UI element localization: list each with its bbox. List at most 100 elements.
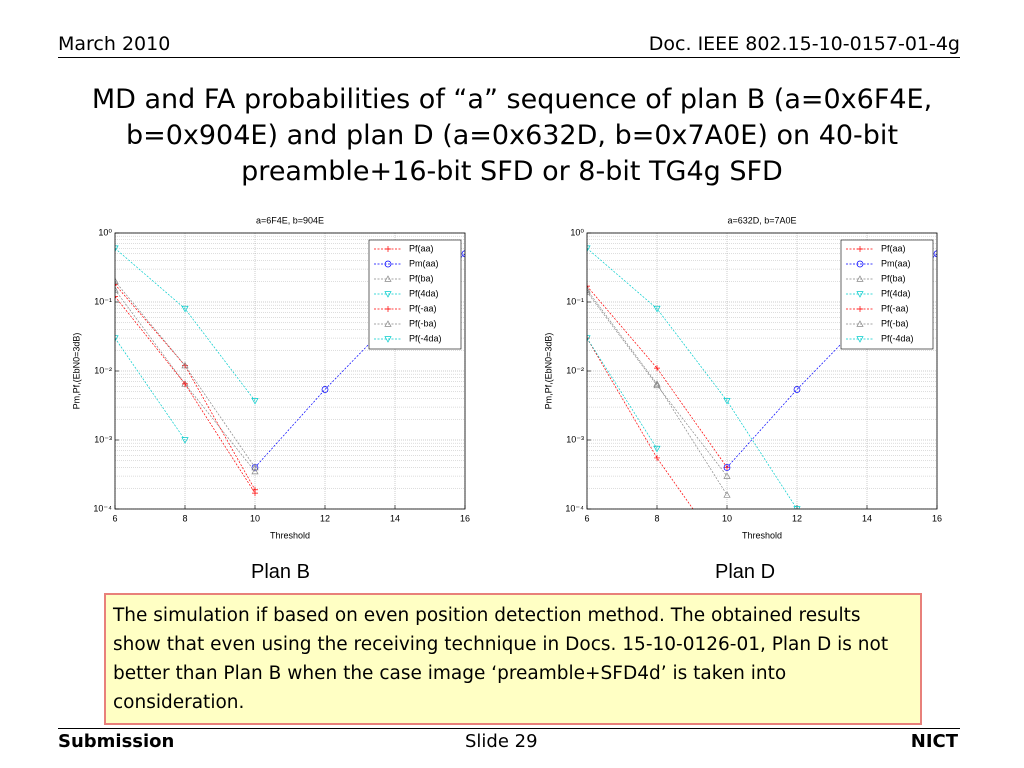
caption: Plan D — [715, 561, 776, 583]
x-tick-label: 8 — [654, 513, 659, 523]
x-tick-label: 16 — [932, 513, 942, 523]
y-tick-label: 10⁻² — [566, 365, 584, 375]
x-tick-label: 6 — [584, 513, 589, 523]
data-point — [793, 506, 801, 509]
legend-marker — [856, 336, 864, 343]
legend-label: Pf(ba) — [881, 273, 906, 283]
y-tick-label: 10⁻⁴ — [565, 503, 584, 513]
data-point — [115, 293, 118, 300]
y-tick-label: 10⁰ — [570, 227, 584, 237]
legend-marker — [856, 275, 864, 282]
data-point — [587, 288, 591, 295]
data-point — [181, 361, 189, 369]
header-doc: Doc. IEEE 802.15-10-0157-01-4g — [648, 33, 960, 55]
legend-box — [368, 239, 462, 350]
legend-marker — [385, 306, 391, 312]
y-tick-label: 10⁻⁴ — [93, 503, 112, 513]
y-tick-label: 10⁰ — [98, 227, 112, 237]
legend-marker — [384, 336, 392, 343]
data-point — [251, 467, 259, 475]
data-point — [653, 381, 661, 389]
y-axis-label: Pm,Pf,(EbN0=3dB) — [71, 333, 81, 410]
footer-right: NICT — [910, 731, 958, 752]
series-line — [115, 281, 256, 468]
legend-marker — [384, 291, 392, 298]
y-tick-label: 10⁻² — [94, 365, 112, 375]
legend-marker — [856, 260, 864, 268]
x-tick-label: 14 — [862, 513, 872, 523]
x-tick-label: 6 — [112, 513, 117, 523]
footer-rule — [58, 728, 960, 729]
legend-marker — [384, 320, 392, 327]
y-axis-label: Pm,Pf,(EbN0=3dB) — [543, 333, 553, 410]
chart-title: a=632D, b=7A0E — [727, 215, 796, 225]
legend-label: Pf(-ba) — [881, 318, 909, 328]
data-point — [653, 445, 661, 453]
data-point — [653, 380, 661, 387]
data-point — [587, 245, 591, 253]
data-point — [251, 398, 259, 405]
x-axis-label: Threshold — [742, 530, 782, 540]
data-point — [587, 286, 591, 293]
data-point — [252, 490, 258, 497]
legend-marker — [385, 246, 391, 252]
header-rule — [58, 57, 960, 58]
series-line — [587, 337, 658, 449]
x-tick-label: 10 — [250, 513, 260, 523]
legend-label: Pf(aa) — [409, 243, 434, 253]
data-point — [461, 250, 465, 258]
series-line — [587, 291, 728, 477]
legend-marker — [857, 246, 863, 252]
chart-title: a=6F4E, b=904E — [256, 215, 324, 225]
slide-title: MD and FA probabilities of “a” sequence … — [91, 84, 933, 187]
series-line — [115, 337, 186, 441]
series-line — [587, 285, 728, 468]
plot-frame — [114, 232, 466, 510]
data-point — [321, 386, 329, 393]
footer-left: Submission — [58, 731, 175, 752]
caption: Plan B — [251, 561, 310, 583]
data-point — [587, 335, 591, 342]
data-point — [723, 491, 731, 498]
legend-label: Pm(aa) — [409, 258, 439, 268]
data-point — [115, 286, 119, 293]
legend-label: Pf(aa) — [881, 243, 906, 253]
charts: 10⁻⁴ 10⁻³ 10⁻² 10⁻¹ 10⁰ 6 8 10 12 14 16 a=6F4E, b=9… — [71, 215, 942, 540]
plot-frame — [586, 232, 938, 510]
x-tick-label: 14 — [390, 513, 400, 523]
data-point — [654, 365, 660, 372]
x-tick-label: 12 — [320, 513, 330, 523]
legend-label: Pf(-4da) — [881, 333, 914, 343]
data-point — [793, 386, 801, 393]
series-line — [115, 284, 256, 490]
series-group — [115, 245, 465, 497]
legend-label: Pf(-4da) — [409, 333, 442, 343]
legend-marker — [384, 275, 392, 282]
data-point — [251, 463, 259, 471]
data-point — [115, 335, 119, 342]
legend-marker — [856, 291, 864, 298]
legend-label: Pf(4da) — [881, 288, 911, 298]
legend-box — [840, 239, 934, 350]
y-tick-label: 10⁻¹ — [94, 296, 112, 306]
data-point — [933, 250, 937, 258]
series-line — [587, 248, 798, 509]
legend-marker — [857, 306, 863, 312]
legend-label: Pf(-aa) — [409, 303, 437, 313]
footer-center: Slide 29 — [465, 731, 538, 752]
legend-marker — [384, 260, 392, 268]
data-point — [724, 464, 730, 471]
legend-label: Pf(ba) — [409, 273, 434, 283]
x-tick-label: 12 — [792, 513, 802, 523]
data-point — [182, 380, 188, 387]
data-point — [654, 454, 660, 461]
data-point — [723, 398, 731, 405]
data-point — [723, 464, 731, 471]
legend-marker — [856, 320, 864, 327]
header-date: March 2010 — [58, 33, 171, 55]
series-line — [587, 337, 694, 509]
x-tick-label: 10 — [722, 513, 732, 523]
data-point — [115, 277, 119, 284]
series-line — [587, 289, 728, 496]
